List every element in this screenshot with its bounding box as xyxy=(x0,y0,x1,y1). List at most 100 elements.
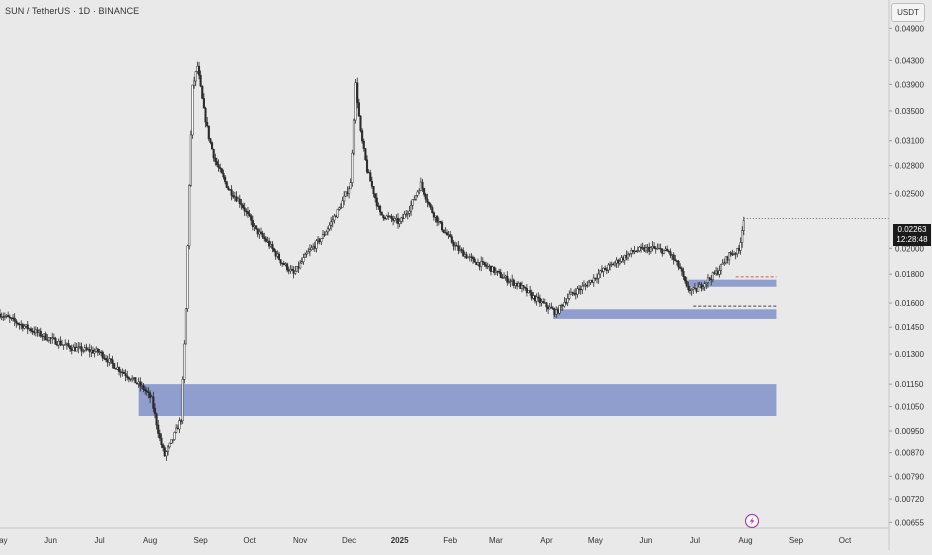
candle-body xyxy=(654,247,657,250)
candle-body xyxy=(290,269,294,271)
candle-body xyxy=(410,205,413,212)
candle-body xyxy=(85,347,88,350)
candle-body xyxy=(480,261,483,267)
candle-body xyxy=(134,377,137,384)
candle-body xyxy=(122,371,126,374)
candle-body xyxy=(548,306,551,310)
y-tick-label: 0.01050 xyxy=(895,402,924,411)
candle-body xyxy=(739,242,742,251)
symbol-title: SUN / TetherUS · 1D · BINANCE xyxy=(5,6,140,16)
candle-body xyxy=(279,259,282,264)
candle-body xyxy=(638,246,641,251)
candle-body xyxy=(238,198,241,204)
supply-demand-zone[interactable] xyxy=(138,384,777,417)
candle-body xyxy=(191,84,194,136)
candle-body xyxy=(93,351,96,354)
candle-body xyxy=(170,439,173,444)
candle-body xyxy=(597,273,600,279)
candle-body xyxy=(168,442,171,448)
candle-body xyxy=(431,207,434,213)
candle-body xyxy=(584,284,587,287)
time-axis[interactable]: May Jun Jul Aug Sep Oct Nov Dec 2025 Feb Mar Apr May… xyxy=(0,536,852,545)
candle-body xyxy=(312,246,315,249)
candle-body xyxy=(427,202,431,205)
candle-body xyxy=(721,262,724,265)
candle-body xyxy=(118,367,121,372)
currency-button[interactable]: USDT xyxy=(891,3,925,22)
lightning-bolt-icon[interactable] xyxy=(744,513,760,529)
candle-body xyxy=(669,251,672,256)
candle-body xyxy=(163,447,166,457)
candle-body xyxy=(83,347,86,351)
candle-body xyxy=(494,270,497,273)
candle-body xyxy=(18,323,21,326)
y-tick-label: 0.00870 xyxy=(895,449,924,458)
candle-body xyxy=(680,268,683,272)
price-axis[interactable]: 0.04900 0.04300 0.03900 0.03500 0.03100 0.028… xyxy=(889,24,924,527)
candle-body xyxy=(685,280,688,287)
candle-body xyxy=(206,121,209,127)
candle-body xyxy=(742,220,745,231)
x-tick-label: Sep xyxy=(789,536,804,545)
x-tick-label: May xyxy=(0,536,8,545)
candle-body xyxy=(109,358,112,361)
candle-body xyxy=(336,209,339,218)
candle-body xyxy=(150,396,153,398)
candle-body xyxy=(326,228,329,233)
candle-body xyxy=(643,247,646,252)
candle-body xyxy=(413,198,416,201)
candle-body xyxy=(620,257,623,262)
candle-body xyxy=(70,348,73,351)
candle-body xyxy=(42,333,46,337)
candle-body xyxy=(400,217,403,222)
candle-body xyxy=(724,256,727,264)
candle-body xyxy=(237,198,240,202)
candle-body xyxy=(511,279,514,282)
candle-body xyxy=(241,204,245,208)
candle-body xyxy=(560,304,563,307)
candle-body xyxy=(375,197,378,207)
candle-body xyxy=(52,337,55,339)
supply-demand-zone[interactable] xyxy=(552,309,777,319)
candle-body xyxy=(690,289,693,292)
candle-body xyxy=(457,245,460,251)
candle-body xyxy=(235,196,238,202)
candle-body xyxy=(111,359,114,364)
candle-body xyxy=(62,344,65,346)
candle-body xyxy=(166,446,170,452)
candle-body xyxy=(370,180,373,187)
candle-body xyxy=(269,243,272,247)
candle-body xyxy=(77,346,80,349)
candle-body xyxy=(454,244,457,247)
candle-body xyxy=(21,324,24,329)
candle-body xyxy=(323,234,326,236)
candle-body xyxy=(129,378,132,381)
y-tick-label: 0.00720 xyxy=(895,495,924,504)
candle-body xyxy=(135,382,139,385)
candle-body xyxy=(609,264,612,266)
candle-body xyxy=(574,293,577,295)
candle-body xyxy=(671,254,674,256)
candle-body xyxy=(512,279,515,286)
candle-body xyxy=(101,351,104,359)
candle-body xyxy=(537,296,540,299)
x-tick-label: May xyxy=(588,536,603,545)
candle-body xyxy=(334,215,338,218)
candle-body xyxy=(578,288,581,290)
candle-body xyxy=(595,278,599,280)
candle-body xyxy=(426,198,429,203)
candle-body xyxy=(478,262,481,267)
candle-body xyxy=(631,250,634,253)
candle-body xyxy=(729,252,732,255)
candle-body xyxy=(432,212,435,218)
candle-body xyxy=(677,260,680,268)
supply-demand-zone[interactable] xyxy=(688,279,777,287)
candle-body xyxy=(137,381,140,384)
candle-body xyxy=(0,313,2,318)
candle-body xyxy=(460,249,463,251)
y-tick-label: 0.03500 xyxy=(895,107,924,116)
candle-body xyxy=(64,344,67,346)
candle-body xyxy=(423,188,426,195)
